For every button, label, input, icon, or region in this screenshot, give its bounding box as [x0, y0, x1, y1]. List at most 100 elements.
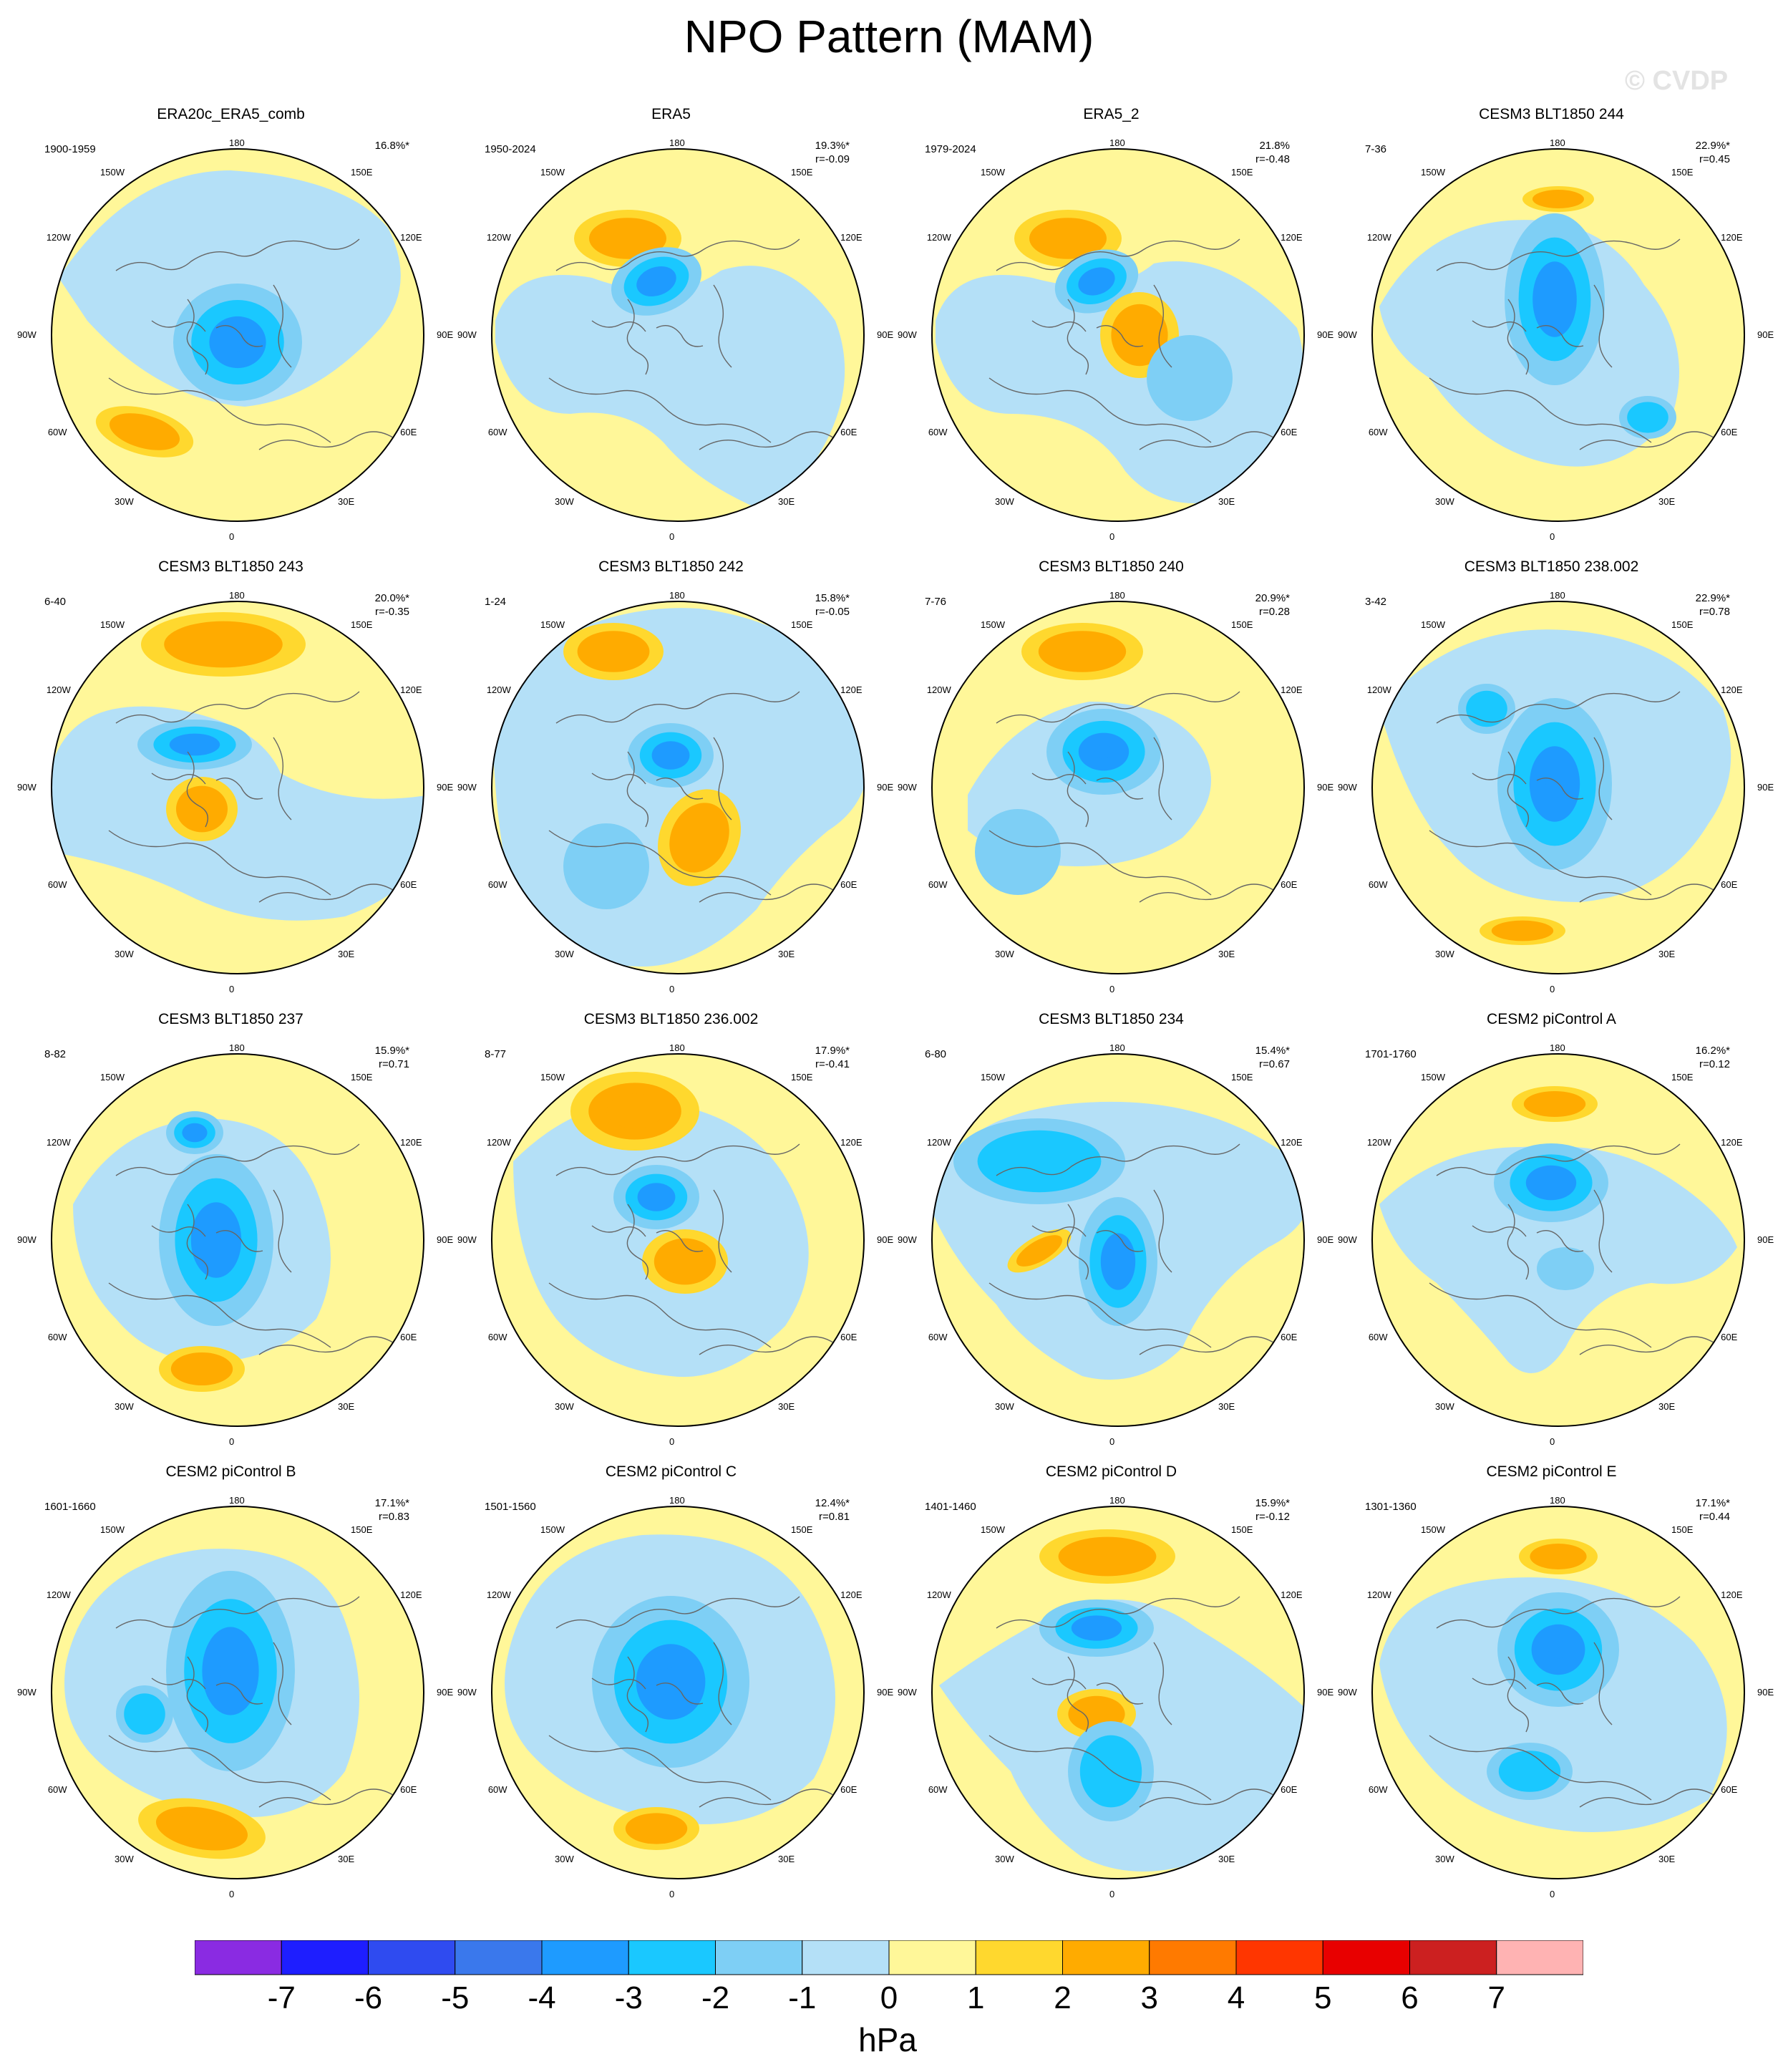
longitude-label: 30E: [338, 1854, 355, 1865]
polar-map: [491, 1053, 865, 1427]
positive-anomaly-contour: [1058, 1536, 1157, 1577]
colorbar-tick-label: 2: [1054, 1980, 1072, 2015]
panel-pct-variance: 16.8%*: [374, 140, 409, 152]
longitude-label: 150W: [100, 1524, 125, 1535]
panel-title: CESM3 BLT1850 244: [1479, 106, 1624, 122]
longitude-label: 30W: [115, 496, 134, 508]
negative-anomaly-contour: [169, 733, 220, 756]
longitude-label: 0: [1109, 984, 1115, 994]
panel-pct-variance: 12.4%*: [815, 1497, 850, 1509]
panel-pct-variance: 20.0%*: [374, 592, 409, 604]
longitude-label: 60W: [928, 427, 948, 437]
panel-period: 6-80: [925, 1048, 947, 1060]
colorbar-swatch: [455, 1940, 543, 1975]
map-boundary: [491, 601, 865, 974]
colorbar-units: hPa: [858, 2021, 917, 2058]
map-panel: CESM2 piControl A 1701-1760 16.2%* r=0.12 18…: [1329, 1011, 1774, 1462]
longitude-label: 120E: [1281, 1137, 1303, 1148]
panel-pct-variance: 15.4%*: [1255, 1045, 1290, 1057]
longitude-label: 180: [1550, 1495, 1565, 1506]
coastline: [108, 1596, 396, 1808]
positive-anomaly-contour: [1038, 631, 1127, 672]
panel-variance-stats: 15.4%* r=0.67: [1225, 1044, 1290, 1071]
colorbar-tick-label: 6: [1401, 1980, 1419, 2015]
longitude-label: 30E: [778, 496, 795, 508]
panel-period: 1501-1560: [485, 1501, 536, 1513]
negative-anomaly-region: [495, 266, 845, 514]
panel-title: CESM2 piControl A: [1487, 1011, 1616, 1027]
panel-title: CESM2 piControl B: [165, 1463, 296, 1480]
positive-anomaly-contour: [164, 621, 283, 668]
longitude-label: 150W: [981, 166, 1005, 178]
longitude-label: 30W: [995, 496, 1014, 508]
panel-title: CESM3 BLT1850 238.002: [1464, 558, 1639, 575]
longitude-label: 60E: [400, 427, 417, 437]
longitude-label: 30E: [1218, 949, 1235, 960]
longitude-label: 60W: [487, 427, 507, 437]
longitude-label: 120E: [1721, 684, 1743, 695]
colorbar: [195, 1940, 1583, 1975]
coastline: [548, 1596, 836, 1808]
longitude-label: 90W: [898, 329, 917, 340]
panel-variance-stats: 20.9%* r=0.28: [1225, 591, 1290, 619]
panel-pattern-correlation: r=0.12: [1699, 1058, 1730, 1070]
longitude-label: 150W: [981, 1524, 1005, 1535]
longitude-label: 30W: [995, 949, 1014, 960]
panel-title: CESM3 BLT1850 243: [158, 558, 303, 575]
longitude-label: 90E: [1757, 1687, 1774, 1698]
coastline: [548, 1143, 836, 1355]
panel-pct-variance: 15.8%*: [815, 592, 850, 604]
longitude-label: 90W: [17, 1687, 37, 1698]
positive-anomaly-contour: [1530, 1544, 1587, 1569]
longitude-label: 120W: [486, 1137, 511, 1148]
longitude-label: 120W: [926, 1589, 951, 1600]
map-panel: CESM2 piControl D 1401-1460 15.9%* r=-0.12 1…: [889, 1463, 1334, 1914]
longitude-label: 0: [1109, 531, 1115, 542]
longitude-label: 150W: [540, 619, 565, 630]
positive-anomaly-contour: [1016, 1235, 1062, 1267]
negative-anomaly-region: [936, 261, 1303, 503]
longitude-label: 30W: [1435, 1854, 1454, 1865]
panel-pattern-correlation: r=0.28: [1259, 606, 1290, 618]
colorbar-swatch: [1062, 1940, 1150, 1975]
longitude-label: 90W: [457, 782, 477, 793]
negative-anomaly-region: [52, 706, 424, 921]
panel-pattern-correlation: r=-0.35: [375, 606, 409, 618]
longitude-label: 150W: [100, 1071, 125, 1083]
colorbar-tick-label: 3: [1140, 1980, 1158, 2015]
longitude-label: 150W: [1421, 166, 1445, 178]
longitude-label: 150W: [1421, 1071, 1445, 1083]
colorbar-swatch: [888, 1940, 976, 1975]
panel-variance-stats: 17.9%* r=-0.41: [785, 1044, 850, 1071]
panel-title: CESM2 piControl C: [605, 1463, 737, 1480]
panel-pattern-correlation: r=-0.41: [815, 1058, 850, 1070]
map-boundary: [1371, 1506, 1745, 1879]
longitude-label: 120W: [926, 232, 951, 243]
longitude-label: 30W: [115, 1854, 134, 1865]
negative-anomaly-contour: [636, 266, 676, 297]
map-boundary: [931, 1053, 1305, 1427]
panel-variance-stats: 21.8% r=-0.48: [1225, 139, 1290, 166]
colorbar-tick-label: -1: [788, 1980, 817, 2015]
longitude-label: 60W: [487, 879, 507, 890]
map-panel: ERA20c_ERA5_comb 1900-1959 16.8%* 180 150E 12…: [9, 106, 453, 557]
longitude-label: 0: [669, 1436, 675, 1447]
map-boundary: [931, 1506, 1305, 1879]
colorbar-tick-label: 1: [967, 1980, 985, 2015]
longitude-label: 60E: [1281, 427, 1298, 437]
colorbar-tick-label: -5: [441, 1980, 470, 2015]
panel-variance-stats: 16.8%*: [345, 139, 409, 153]
panel-period: 1900-1959: [44, 143, 96, 155]
longitude-label: 90E: [437, 1687, 454, 1698]
longitude-label: 30E: [1658, 949, 1676, 960]
negative-anomaly-contour: [1548, 1640, 1568, 1659]
longitude-label: 60E: [1281, 879, 1298, 890]
positive-anomaly-contour: [1029, 218, 1107, 259]
panel-variance-stats: 12.4%* r=0.81: [785, 1496, 850, 1524]
coastline: [1429, 691, 1716, 903]
longitude-label: 30W: [1435, 949, 1454, 960]
page-title: NPO Pattern (MAM): [684, 11, 1094, 62]
negative-anomaly-contour: [977, 1130, 1102, 1193]
longitude-label: 60W: [1368, 427, 1388, 437]
longitude-label: 120W: [926, 1137, 951, 1148]
